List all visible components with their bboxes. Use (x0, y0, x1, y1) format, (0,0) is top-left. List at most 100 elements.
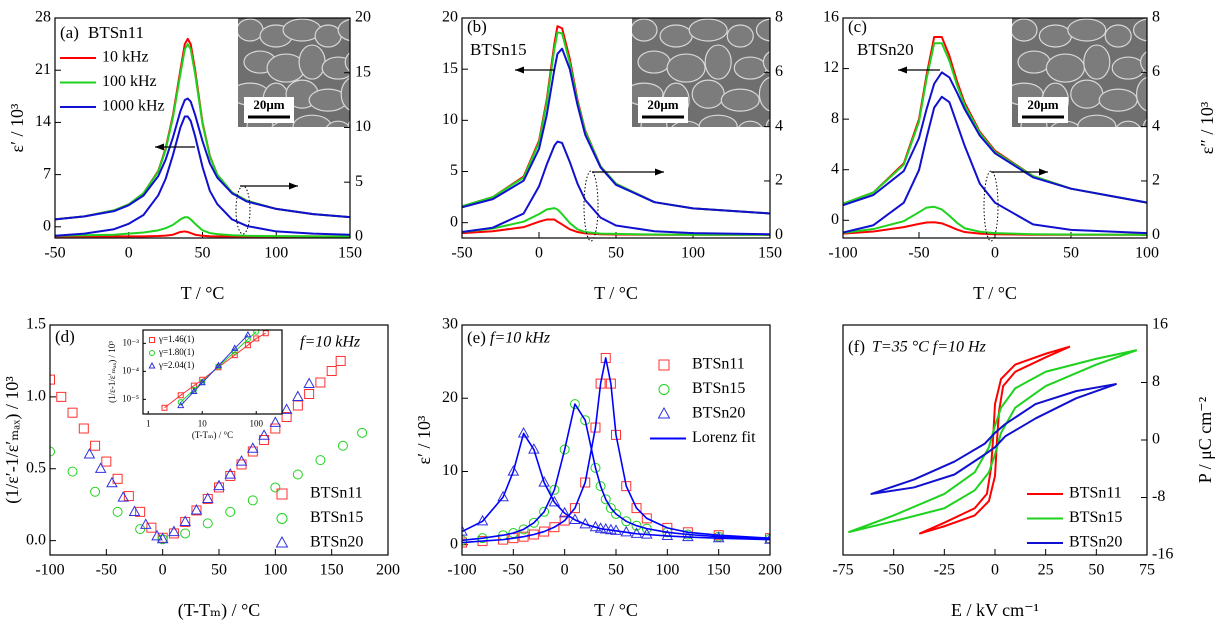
grain (325, 120, 350, 127)
x-tick-label: 75 (1139, 561, 1155, 578)
x-tick-label: 150 (707, 561, 731, 578)
data-point (641, 513, 652, 524)
y-axis-label: ε′ / 10³ (414, 415, 434, 464)
y-axis-label: (1/ε′-1/ε′ₘₐₓ) / 10³ (2, 376, 23, 504)
x-tick-label: 50 (1088, 561, 1104, 578)
data-point (507, 465, 520, 476)
grain (762, 50, 770, 74)
x-tick-label: 0 (991, 561, 999, 578)
arrow-head (155, 143, 164, 151)
data-point (146, 522, 157, 533)
legend-label: BTSn15 (692, 380, 745, 397)
data-point (67, 407, 78, 418)
data-point (56, 391, 67, 402)
y-tick-label: 4 (775, 117, 783, 134)
y-tick-label: 10 (442, 111, 458, 128)
data-point (259, 435, 270, 445)
arrow-head (1039, 168, 1048, 176)
plot-frame (461, 324, 771, 556)
inset-chart: 1 10 100 10⁻⁵ 10⁻⁴ 10⁻³ γ=1.46(1) γ=1.80(1) γ=2.… (107, 329, 283, 440)
x-tick-label: 150 (338, 244, 362, 261)
x-tick-label: 0 (561, 561, 569, 578)
y-axis-label: ε′ / 10³ (7, 103, 27, 152)
panel: -100 -50 0 50 100 150 200 0.0 0.5 1.0 1.5 BTSn11 BTS… (2, 316, 400, 621)
x-tick-label: -50 (96, 561, 117, 578)
data-point (161, 404, 168, 411)
plot-frame (461, 17, 771, 239)
grain (1077, 114, 1117, 127)
plot-frame (54, 17, 351, 239)
y-tick-label: 10⁻⁵ (122, 393, 139, 403)
data-point (595, 481, 606, 492)
scale-bar-label: 20μm (1027, 97, 1058, 112)
data-point (304, 389, 315, 399)
x-tick-label: 150 (758, 244, 782, 261)
data-point (292, 390, 304, 401)
y-tick-label: 15 (442, 60, 458, 77)
grain (688, 18, 728, 42)
data-point (600, 494, 611, 505)
x-tick-label: -50 (44, 244, 65, 261)
legend-label: BTSn20 (1069, 534, 1122, 551)
data-point (538, 476, 550, 487)
data-point (179, 515, 191, 527)
series-markers (83, 377, 315, 544)
legend-label: BTSn20 (310, 534, 363, 551)
grain (666, 53, 706, 83)
x-tick-label: 0 (991, 244, 999, 261)
grain (1070, 79, 1104, 109)
scale-bar-box (244, 97, 294, 123)
x-tick-label: 25 (1038, 561, 1054, 578)
grain (1017, 50, 1051, 74)
data-line (462, 207, 770, 236)
x-tick-label: 100 (1135, 244, 1159, 261)
data-point (202, 518, 213, 529)
grain (1098, 88, 1138, 112)
y2-axis-label: ε″ / 10³ (1197, 101, 1217, 154)
grain (720, 88, 760, 112)
y-tick-label: 6 (775, 63, 783, 80)
data-point (177, 401, 185, 409)
grain (1139, 50, 1147, 74)
legend-marker (276, 488, 288, 500)
data-point (190, 387, 198, 395)
grain (691, 79, 725, 109)
data-point (83, 447, 96, 459)
data-point (600, 352, 611, 363)
y-tick-label: 20 (355, 9, 371, 26)
y-tick-label: 10⁻⁴ (122, 365, 139, 375)
legend-label: 1000 kHz (102, 98, 165, 115)
y-tick-label: 0 (1152, 226, 1160, 243)
data-point (106, 476, 118, 488)
data-point (213, 479, 225, 491)
data-point (67, 466, 78, 477)
dotted-ellipse (983, 170, 999, 242)
x-tick-label: 100 (264, 244, 288, 261)
data-point (101, 456, 112, 467)
x-tick-label: 50 (608, 561, 624, 578)
data-point (315, 455, 326, 466)
data-point (177, 399, 184, 406)
y-tick-label: 0.5 (26, 459, 46, 476)
data-point (528, 443, 540, 454)
y-tick-label: 8 (831, 110, 839, 127)
sample-label: BTSn11 (88, 23, 144, 42)
y-tick-label: 14 (35, 113, 51, 130)
x-tick-label: 100 (249, 418, 263, 428)
data-point (559, 444, 570, 455)
x-tick-label: -50 (451, 244, 472, 261)
x-tick-label: 10 (198, 418, 208, 428)
data-point (528, 529, 539, 540)
data-point (549, 522, 560, 533)
data-point (139, 518, 152, 529)
x-axis-label: E / kV cm⁻¹ (951, 600, 1039, 620)
legend-label: BTSn15 (1069, 509, 1122, 526)
data-point (315, 377, 326, 388)
data-point (528, 517, 539, 528)
y-tick-label: 6 (1152, 63, 1160, 80)
annotation: f=10 kHz (300, 334, 361, 351)
data-line (55, 97, 350, 221)
grain (238, 18, 264, 42)
data-point (269, 416, 282, 427)
